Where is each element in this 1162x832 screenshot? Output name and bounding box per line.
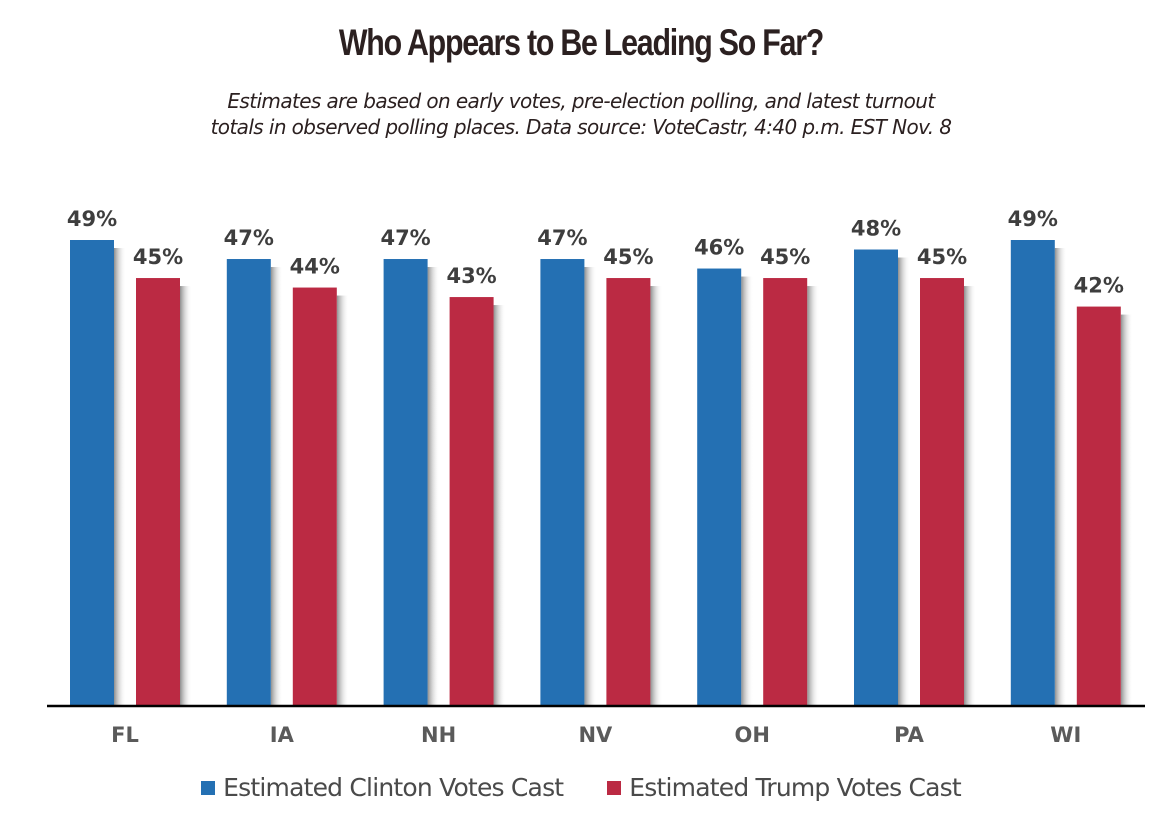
chart-title: Who Appears to Be Leading So Far? (338, 22, 824, 63)
bar-clinton-wi (1010, 240, 1055, 706)
bar-shadow (1054, 248, 1067, 706)
value-label-trump-fl: 45% (133, 245, 183, 269)
value-label-clinton-ia: 47% (224, 226, 274, 250)
bar-trump-ia (292, 287, 337, 706)
category-label-fl: FL (111, 723, 139, 747)
bar-trump-oh (763, 278, 808, 706)
subtitle-line-1: Estimates are based on early votes, pre-… (227, 89, 935, 113)
legend-swatch-trump (607, 780, 622, 795)
bar-trump-nh (449, 297, 494, 706)
value-label-clinton-nh: 47% (380, 226, 430, 250)
value-label-trump-oh: 45% (760, 245, 810, 269)
value-label-trump-wi: 42% (1074, 274, 1124, 298)
bar-clinton-ia (226, 259, 271, 706)
category-labels-group: FL IA NH NV OH PA WI (111, 723, 1081, 747)
bar-clinton-pa (854, 249, 898, 707)
value-label-clinton-nv: 47% (537, 226, 587, 250)
value-label-clinton-wi: 49% (1008, 207, 1058, 231)
value-label-trump-nv: 45% (603, 245, 653, 269)
bar-shadow (964, 286, 976, 706)
category-label-nh: NH (421, 723, 456, 747)
bar-shadow (650, 286, 663, 706)
bar-shadow (741, 276, 754, 706)
bar-trump-wi (1076, 306, 1121, 706)
bar-clinton-nh (383, 259, 428, 706)
bars-group (70, 240, 1133, 707)
bar-shadow (270, 267, 283, 706)
value-label-trump-pa: 45% (917, 245, 967, 269)
bar-shadow (336, 295, 349, 706)
bar-shadow (114, 248, 126, 706)
value-label-trump-nh: 43% (446, 264, 496, 288)
category-label-wi: WI (1050, 723, 1081, 747)
legend-item-trump: Estimated Trump Votes Cast (607, 773, 962, 802)
bar-shadow (427, 267, 440, 706)
bar-clinton-fl (70, 240, 114, 706)
subtitle-line-2: totals in observed polling places. Data … (210, 115, 952, 139)
legend-item-clinton: Estimated Clinton Votes Cast (201, 773, 564, 802)
bar-trump-fl (136, 278, 180, 706)
value-label-clinton-fl: 49% (67, 207, 117, 231)
bar-clinton-nv (540, 259, 585, 706)
category-label-oh: OH (734, 723, 769, 747)
chart-subtitle: Estimates are based on early votes, pre-… (0, 88, 1162, 140)
bar-shadow (584, 267, 597, 706)
value-label-clinton-pa: 48% (851, 217, 901, 241)
bar-shadow (807, 286, 820, 706)
legend: Estimated Clinton Votes Cast Estimated T… (0, 773, 1162, 802)
value-labels-group: 49% 45% 47% 44% 47% 43% 47% 45% 46% 45% 48% 45% 49% 4… (67, 207, 1124, 298)
bar-trump-pa (920, 278, 964, 706)
bar-clinton-oh (697, 268, 742, 706)
legend-label-trump: Estimated Trump Votes Cast (629, 773, 961, 802)
legend-swatch-clinton (201, 780, 216, 795)
bar-shadow (493, 305, 506, 706)
bar-trump-nv (606, 278, 651, 706)
category-label-ia: IA (270, 723, 295, 747)
bar-shadow (898, 257, 910, 706)
category-label-pa: PA (894, 723, 924, 747)
legend-label-clinton: Estimated Clinton Votes Cast (223, 773, 564, 802)
category-label-nv: NV (578, 723, 613, 747)
bar-shadow (1120, 314, 1133, 706)
bar-shadow (180, 286, 192, 706)
value-label-trump-ia: 44% (290, 255, 340, 279)
value-label-clinton-oh: 46% (694, 236, 744, 260)
